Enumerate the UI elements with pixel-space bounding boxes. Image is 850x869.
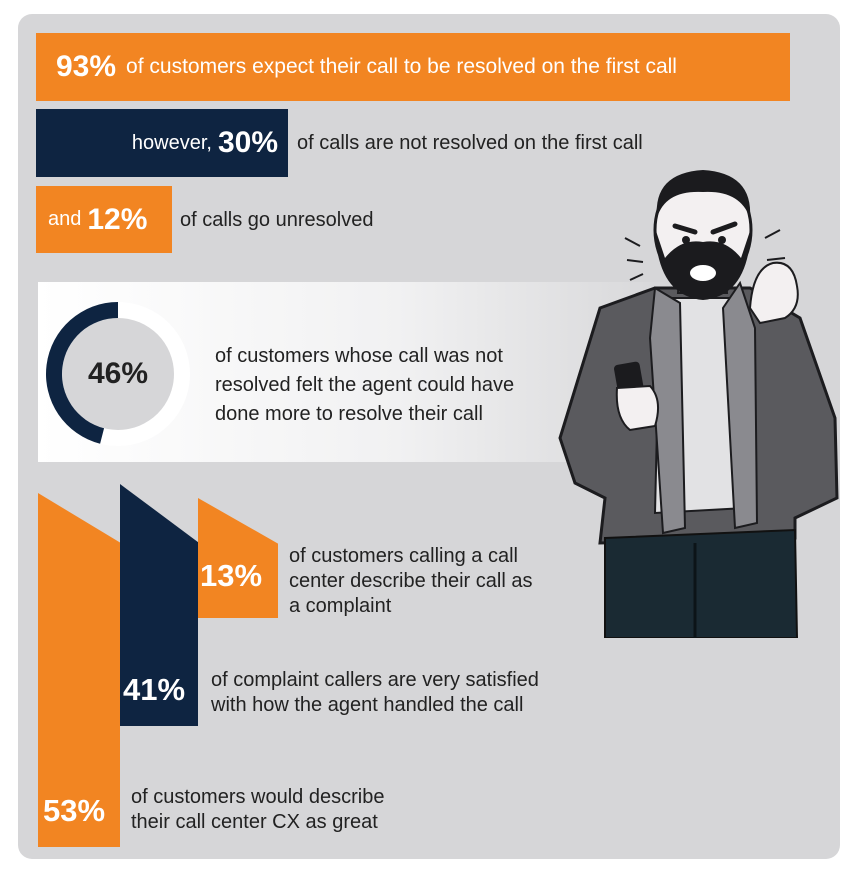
stat-53-value: 53%	[43, 793, 106, 828]
frustrated-man-with-phone-icon	[558, 170, 839, 638]
stat-13-line-1: of customers calling a call	[289, 545, 518, 567]
stat-93-text: of customers expect their call to be res…	[126, 55, 677, 78]
stat-41-line-2: with how the agent handled the call	[211, 694, 524, 716]
stat-46-value: 46%	[88, 357, 149, 390]
stat-46-line-2: resolved felt the agent could have	[215, 374, 515, 396]
stat-53-line-1: of customers would describe	[131, 786, 385, 808]
stat-46-ring	[46, 302, 190, 446]
stat-41-line-1: of complaint callers are very satisfied	[211, 669, 539, 691]
stat-30-prefix: however,	[131, 131, 212, 154]
stat-53-line-2: their call center CX as great	[131, 811, 378, 833]
stat-12-prefix: and	[48, 208, 82, 230]
stat-13-value: 13%	[200, 558, 263, 593]
stat-53-text: of customers would describe their call c…	[131, 785, 471, 835]
stat-53-bar	[38, 493, 120, 847]
stat-46-line-3: done more to resolve their call	[215, 403, 483, 425]
stat-12-text: of calls go unresolved	[180, 209, 374, 231]
stat-93-value: 93%	[56, 50, 117, 83]
stat-41-text: of complaint callers are very satisfied …	[211, 668, 631, 718]
stat-13-line-3: a complaint	[289, 595, 392, 617]
stat-41-value: 41%	[123, 672, 186, 707]
stat-12-bar: and 12%	[36, 186, 172, 253]
stat-46-arc	[46, 302, 118, 444]
stat-30-bar: however, 30%	[36, 109, 288, 177]
stat-12-value: 12%	[87, 202, 148, 236]
stat-30-text: of calls are not resolved on the first c…	[297, 132, 643, 154]
stat-93-bar: 93% of customers expect their call to be…	[36, 33, 790, 101]
stat-13-text: of customers calling a call center descr…	[289, 544, 589, 619]
stat-46-text: of customers whose call was not resolved…	[215, 342, 595, 429]
stat-13-line-2: center describe their call as	[289, 570, 533, 592]
stat-46-line-1: of customers whose call was not	[215, 345, 503, 367]
stat-30-value: 30%	[217, 126, 278, 159]
